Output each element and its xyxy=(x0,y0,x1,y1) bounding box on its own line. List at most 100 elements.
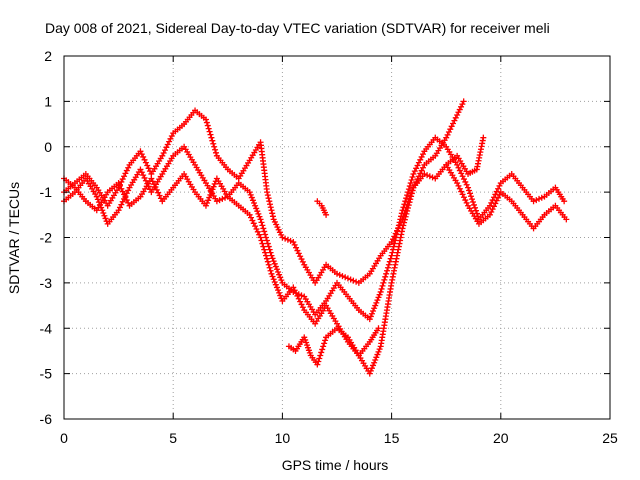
data-point xyxy=(409,187,416,194)
data-point xyxy=(400,204,407,211)
y-tick-label: -2 xyxy=(40,230,53,246)
data-point xyxy=(459,173,466,180)
data-point xyxy=(458,188,465,195)
data-point xyxy=(463,181,470,188)
data-point xyxy=(366,316,373,323)
data-point xyxy=(203,119,210,126)
data-point xyxy=(163,144,170,151)
data-point xyxy=(405,202,412,209)
data-point xyxy=(376,346,383,353)
data-point xyxy=(118,201,125,208)
data-point xyxy=(297,253,304,260)
data-point xyxy=(258,219,265,226)
data-point xyxy=(538,194,545,201)
data-point xyxy=(269,255,276,262)
data-point xyxy=(253,205,260,212)
data-point xyxy=(162,147,169,154)
data-point xyxy=(372,357,379,364)
data-point xyxy=(401,201,408,208)
data-point xyxy=(160,149,167,156)
data-point xyxy=(368,365,375,372)
data-point xyxy=(386,258,393,265)
data-point xyxy=(315,358,322,365)
data-point xyxy=(406,183,413,190)
data-point xyxy=(375,325,382,332)
data-point xyxy=(320,343,327,350)
data-point xyxy=(269,273,276,280)
data-point xyxy=(375,348,382,355)
data-point xyxy=(339,273,346,280)
data-point xyxy=(460,98,467,105)
data-point xyxy=(284,236,291,243)
data-point xyxy=(407,196,414,203)
data-point xyxy=(379,282,386,289)
data-point xyxy=(403,195,410,202)
data-point xyxy=(319,346,326,353)
data-point xyxy=(323,211,330,218)
data-point xyxy=(101,212,108,219)
data-point xyxy=(291,241,298,248)
data-point xyxy=(262,249,269,256)
data-point xyxy=(211,143,218,150)
data-point xyxy=(273,284,280,291)
data-point xyxy=(561,198,568,205)
data-point xyxy=(206,194,213,201)
data-point xyxy=(454,111,461,118)
data-point xyxy=(252,202,259,209)
data-point xyxy=(261,228,268,235)
data-point xyxy=(125,164,132,171)
data-point xyxy=(374,351,381,358)
data-point xyxy=(266,264,273,271)
data-point xyxy=(402,198,409,205)
y-tick-label: 2 xyxy=(44,48,52,64)
data-point xyxy=(384,264,391,271)
y-axis-label: SDTVAR / TECUs xyxy=(6,182,22,294)
series-track-f xyxy=(443,134,487,177)
data-point xyxy=(452,114,459,121)
data-point xyxy=(257,216,264,223)
data-point xyxy=(382,273,389,280)
data-point xyxy=(297,298,304,305)
data-point xyxy=(367,313,374,320)
data-point xyxy=(121,173,128,180)
data-point xyxy=(298,256,305,263)
data-point xyxy=(401,219,408,226)
y-tick-label: -4 xyxy=(40,320,53,336)
data-point xyxy=(272,281,279,288)
data-point xyxy=(268,270,275,277)
data-point xyxy=(207,191,214,198)
data-point xyxy=(116,204,123,211)
data-point xyxy=(212,149,219,156)
data-point xyxy=(268,252,275,259)
data-point xyxy=(530,198,537,205)
data-point xyxy=(168,132,175,139)
data-point xyxy=(271,278,278,285)
data-point xyxy=(347,276,354,283)
data-point xyxy=(373,354,380,361)
data-point xyxy=(250,220,257,227)
data-point xyxy=(381,276,388,283)
data-point xyxy=(444,131,451,138)
data-point xyxy=(209,186,216,193)
data-point xyxy=(265,243,272,250)
data-point xyxy=(141,174,148,181)
y-tick-label: 1 xyxy=(44,93,52,109)
data-point xyxy=(216,197,223,204)
data-point xyxy=(418,153,425,160)
data-point xyxy=(388,252,395,259)
data-point xyxy=(93,193,100,200)
data-point xyxy=(447,126,454,133)
data-point xyxy=(219,195,226,202)
x-axis-label: GPS time / hours xyxy=(282,457,389,473)
data-point xyxy=(344,275,351,282)
data-point xyxy=(125,187,132,194)
data-point xyxy=(258,237,265,244)
data-point xyxy=(383,270,390,277)
data-point xyxy=(445,129,452,136)
data-point xyxy=(256,213,263,220)
data-point xyxy=(275,287,282,294)
data-point xyxy=(273,266,280,273)
data-point xyxy=(299,304,306,311)
data-point xyxy=(380,279,387,286)
data-point xyxy=(375,294,382,301)
